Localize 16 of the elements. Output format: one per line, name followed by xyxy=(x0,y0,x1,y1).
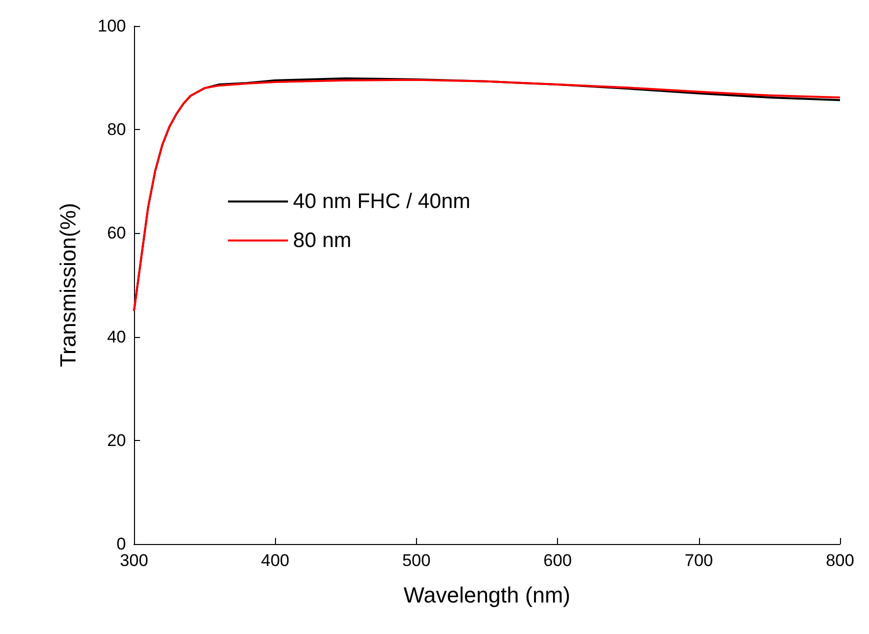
x-tick-label: 300 xyxy=(120,551,148,570)
x-tick-label: 600 xyxy=(543,551,572,570)
x-tick-label: 500 xyxy=(402,551,431,570)
x-tick-label: 700 xyxy=(684,551,713,570)
y-tick-label: 20 xyxy=(107,430,126,450)
legend-label: 40 nm FHC / 40nm xyxy=(293,190,470,213)
y-tick-label: 80 xyxy=(107,120,126,140)
y-tick-label: 60 xyxy=(107,224,126,243)
y-axis-title: Transmission(%) xyxy=(56,202,80,368)
y-tick-label: 40 xyxy=(107,327,126,346)
x-tick-label: 800 xyxy=(826,551,854,570)
y-tick-label: 0 xyxy=(116,534,126,554)
x-axis-title: Wavelength (nm) xyxy=(404,582,570,608)
y-tick-label: 100 xyxy=(98,16,126,36)
x-tick-label: 400 xyxy=(261,551,290,570)
legend-label: 80 nm xyxy=(293,229,352,252)
